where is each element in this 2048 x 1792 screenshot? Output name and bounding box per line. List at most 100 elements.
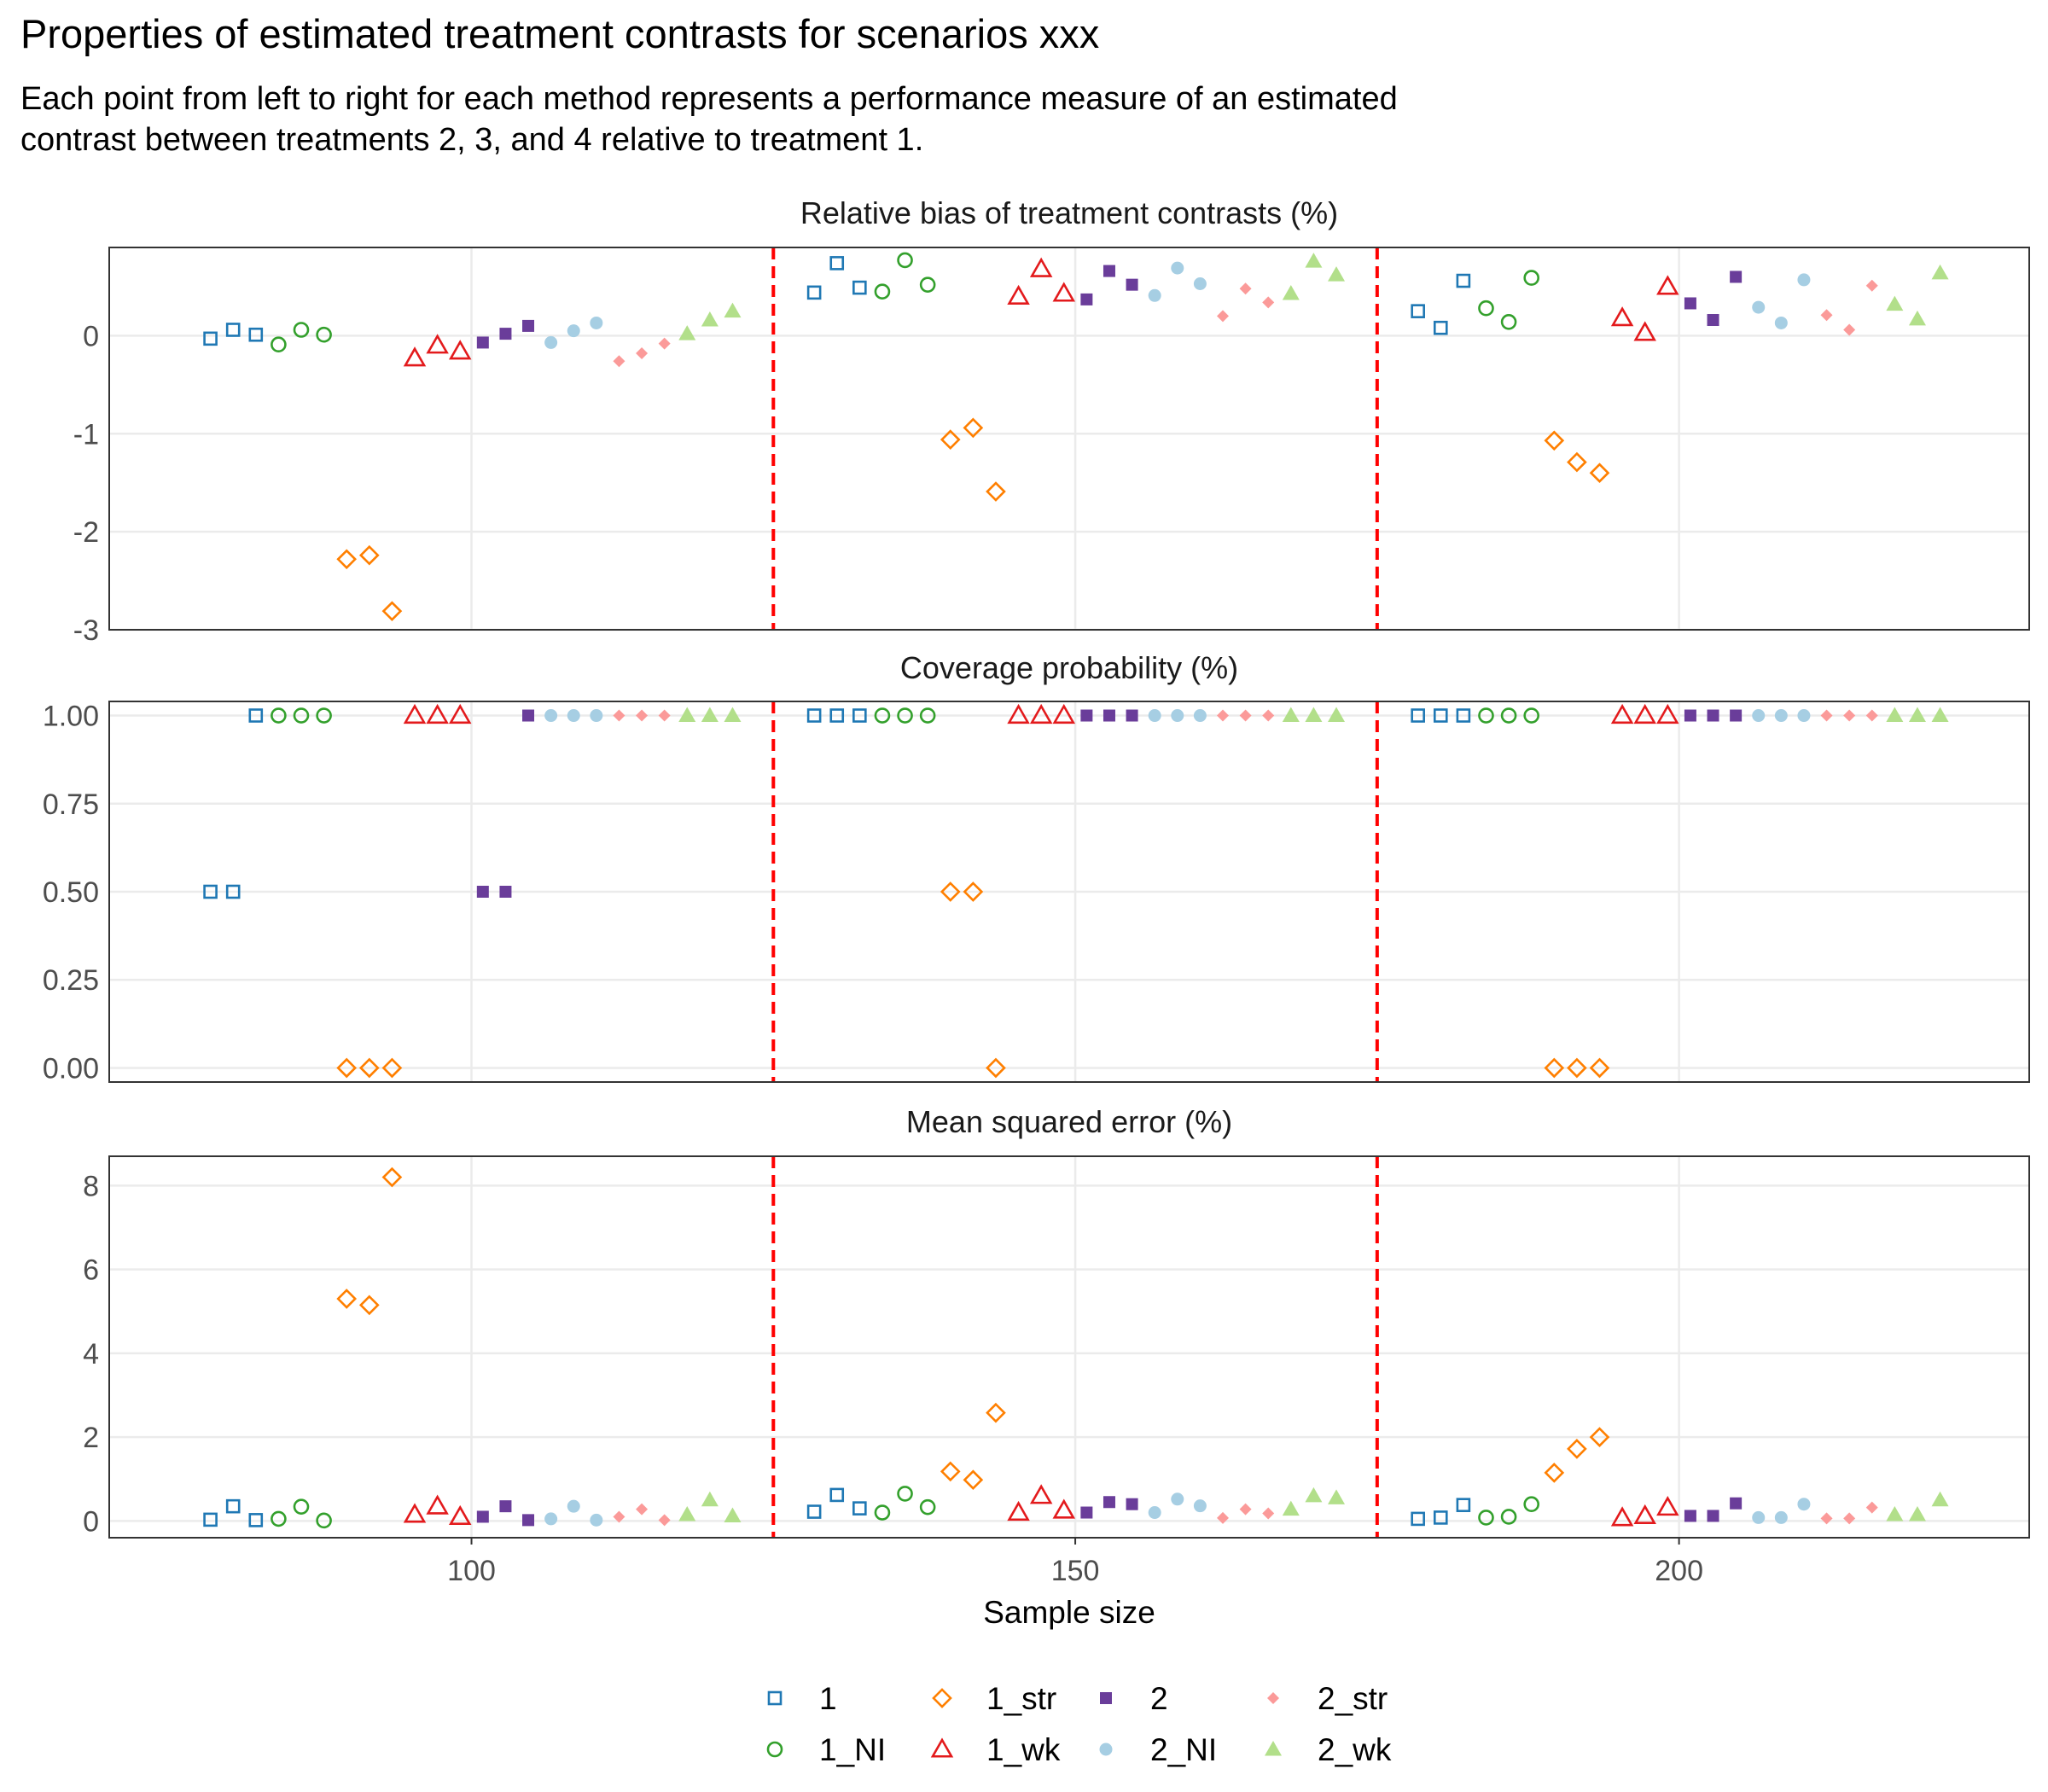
data-point-1-str	[963, 417, 984, 439]
data-point-2	[1707, 314, 1719, 327]
data-point-1-str	[1544, 430, 1565, 451]
data-point-2-ni	[567, 324, 580, 338]
data-point-1-ni	[1523, 1496, 1539, 1513]
y-tick-label: -3	[73, 614, 99, 647]
data-point-2-wk	[1908, 310, 1926, 326]
data-point-1-wk	[1007, 1500, 1030, 1521]
data-point-2-wk	[724, 707, 742, 723]
data-point-1-wk	[426, 703, 449, 724]
data-point-2-wk	[1931, 1491, 1949, 1507]
data-point-2-ni	[567, 1499, 580, 1513]
data-point-1-wk	[426, 1494, 449, 1515]
data-point-2-ni	[590, 709, 603, 723]
data-point-1	[1411, 1511, 1425, 1527]
data-point-1-ni	[897, 707, 913, 724]
data-point-1-wk	[1610, 703, 1634, 724]
panel-1: Relative bias of treatment contrasts (%)…	[73, 195, 2030, 647]
subtitle-line-1: Each point from left to right for each m…	[20, 81, 1398, 117]
data-point-2-str	[1820, 309, 1833, 322]
data-point-1-ni	[316, 707, 332, 724]
legend-item-2-str: 2_str	[1267, 1681, 1388, 1716]
legend-label: 1_wk	[986, 1732, 1061, 1767]
data-point-1-str	[986, 1402, 1006, 1423]
y-tick-label: 0	[83, 1505, 99, 1538]
legend-label: 1	[819, 1681, 837, 1716]
data-point-2	[1103, 709, 1115, 722]
data-point-2-ni	[544, 1512, 558, 1526]
legend-item-1-str: 1_str	[932, 1681, 1056, 1716]
y-tick-label: 2	[83, 1422, 99, 1454]
data-point-1	[806, 708, 822, 723]
data-point-1-wk	[1633, 321, 1656, 341]
data-point-1	[1456, 1498, 1471, 1512]
data-point-1-wk	[448, 340, 472, 360]
data-point-1-wk	[1656, 703, 1679, 724]
data-point-1	[1456, 273, 1471, 288]
data-point-2-ni	[1774, 709, 1788, 723]
data-point-1-str	[1589, 1057, 1610, 1079]
data-point-1-ni	[1500, 314, 1517, 330]
data-point-1-wk	[1029, 703, 1053, 724]
data-point-1-str	[1544, 1057, 1565, 1079]
panel-3: Mean squared error (%) 8 6 4 2 0	[83, 1104, 2030, 1539]
data-point-2-str	[1820, 1512, 1833, 1525]
data-point-2	[499, 886, 512, 898]
data-point-2-ni	[544, 335, 558, 349]
data-point-1-ni	[271, 336, 287, 353]
data-point-1	[1411, 708, 1425, 723]
data-point-2	[1126, 1498, 1138, 1510]
data-point-1-str	[986, 1057, 1006, 1079]
data-point-1-str	[381, 1167, 403, 1188]
panel-border	[108, 247, 2030, 631]
data-point-1	[225, 884, 241, 899]
data-point-2-wk	[1886, 1505, 1904, 1521]
y-tick-label: 4	[83, 1338, 99, 1370]
data-point-1-ni	[271, 1510, 287, 1527]
data-point-2-str	[1217, 709, 1229, 722]
data-point-2-ni	[1193, 709, 1207, 723]
legend-label: 1_str	[986, 1681, 1056, 1716]
legend-key	[1100, 1692, 1112, 1704]
x-tick-label: 100	[447, 1555, 496, 1587]
data-point-1-wk	[1029, 257, 1053, 277]
data-point-1-str	[358, 544, 380, 566]
data-point-1-str	[381, 601, 403, 622]
data-point-1-wk	[1052, 703, 1076, 724]
data-point-1-wk	[1656, 1496, 1679, 1516]
data-point-2-wk	[724, 302, 742, 318]
data-point-2-ni	[590, 316, 603, 329]
data-point-1	[806, 1504, 822, 1519]
page-title: Properties of estimated treatment contra…	[20, 11, 1100, 56]
data-point-1-str	[940, 881, 961, 902]
data-point-2	[1730, 709, 1743, 722]
y-tick-label: 1.00	[43, 701, 99, 733]
data-point-2-str	[1217, 310, 1229, 323]
data-point-1-str	[1589, 1427, 1610, 1447]
data-point-1-str	[336, 1057, 358, 1079]
data-point-1-str	[1567, 1439, 1587, 1459]
y-tick-label: 0.25	[43, 964, 99, 997]
data-point-1-str	[963, 881, 984, 902]
data-point-2-str	[636, 1503, 649, 1516]
legend-label: 2_wk	[1318, 1732, 1392, 1767]
data-point-2-ni	[1797, 709, 1811, 723]
data-point-2-wk	[1908, 1505, 1926, 1521]
data-point-1-ni	[874, 1504, 891, 1521]
legend-key	[767, 1690, 783, 1706]
data-point-1	[806, 285, 822, 300]
data-point-1-ni	[919, 276, 936, 293]
legend-key	[1265, 1741, 1282, 1756]
data-point-2	[1103, 1496, 1115, 1509]
y-tick-label: 0.00	[43, 1052, 99, 1085]
data-point-1-str	[940, 1461, 961, 1482]
data-point-2-str	[1865, 1501, 1878, 1514]
data-point-2-str	[613, 1510, 625, 1523]
data-point-1-wk	[1610, 1506, 1634, 1527]
data-point-2	[522, 1514, 535, 1527]
data-point-1	[203, 884, 218, 899]
data-point-2-ni	[1148, 288, 1161, 302]
data-point-2-str	[1262, 709, 1275, 722]
data-point-1-ni	[293, 707, 310, 724]
data-point-1	[203, 331, 218, 346]
